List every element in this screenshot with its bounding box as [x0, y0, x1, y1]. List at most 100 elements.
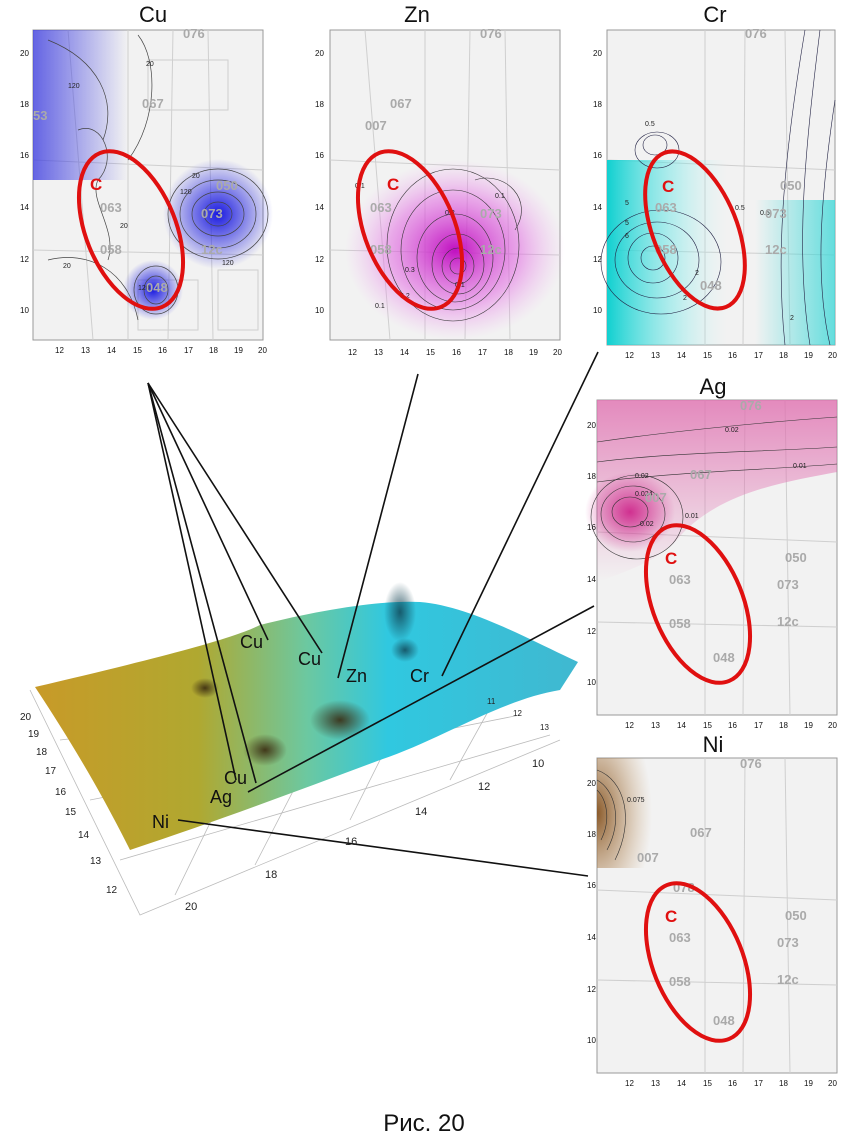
svg-text:16: 16: [728, 351, 737, 360]
svg-text:18: 18: [209, 346, 218, 355]
svg-text:007: 007: [637, 850, 659, 865]
svg-text:048: 048: [713, 650, 735, 665]
svg-text:19: 19: [804, 351, 813, 360]
svg-text:20: 20: [828, 1079, 837, 1088]
svg-text:0.5: 0.5: [760, 210, 770, 217]
zn-contours: [386, 168, 522, 322]
svg-text:12: 12: [625, 351, 634, 360]
svg-text:18: 18: [36, 747, 48, 758]
svg-text:14: 14: [587, 575, 596, 584]
svg-text:20: 20: [828, 721, 837, 730]
svg-text:19: 19: [804, 721, 813, 730]
svg-text:12: 12: [587, 627, 596, 636]
svg-text:10: 10: [532, 758, 544, 770]
svg-text:12: 12: [625, 721, 634, 730]
svg-text:073: 073: [765, 206, 787, 221]
svg-text:14: 14: [677, 721, 686, 730]
svg-text:0.1: 0.1: [375, 303, 385, 310]
svg-text:058: 058: [370, 242, 392, 257]
zn-x-ticks: 12 13 14 15 16 17 18 19 20: [348, 348, 562, 357]
svg-text:12c: 12c: [765, 242, 787, 257]
ni-title: Ni: [702, 732, 724, 757]
svg-text:14: 14: [677, 1079, 686, 1088]
svg-text:12: 12: [625, 1079, 634, 1088]
svg-text:073: 073: [201, 206, 223, 221]
surface-label-zn: Zn: [346, 666, 367, 686]
surface-label-ag: Ag: [210, 787, 232, 807]
svg-text:15: 15: [703, 351, 712, 360]
svg-text:12: 12: [587, 985, 596, 994]
svg-text:120: 120: [138, 285, 150, 292]
svg-text:067: 067: [690, 825, 712, 840]
svg-text:19: 19: [234, 346, 243, 355]
ni-contour-label: 0.075: [627, 797, 645, 804]
svg-text:12: 12: [348, 348, 357, 357]
svg-text:16: 16: [452, 348, 461, 357]
zn-map: 0.1 0.2 0.3 0.2 0.1 0.1 0.1 06305807312c…: [315, 26, 565, 357]
svg-text:063: 063: [100, 200, 122, 215]
svg-text:076: 076: [480, 26, 502, 41]
zn-title: Zn: [404, 2, 430, 27]
svg-text:10: 10: [593, 306, 602, 315]
svg-text:19: 19: [28, 729, 40, 740]
cu-y-ticks: 10 12 14 16 18 20: [20, 49, 29, 315]
surface-labels: Cu Cu Zn Cr Cu Ag Ni: [152, 632, 429, 832]
surface-right-ticks: 13 12 11: [487, 697, 549, 732]
svg-text:12c: 12c: [201, 242, 223, 257]
svg-text:18: 18: [779, 721, 788, 730]
svg-text:20: 20: [828, 351, 837, 360]
svg-text:2: 2: [695, 270, 699, 277]
svg-text:050: 050: [785, 550, 807, 565]
svg-text:20: 20: [146, 61, 154, 68]
surface-label-cr: Cr: [410, 666, 429, 686]
svg-text:0.01: 0.01: [685, 513, 699, 520]
svg-text:12: 12: [478, 781, 490, 793]
svg-text:15: 15: [65, 807, 77, 818]
svg-text:14: 14: [315, 203, 324, 212]
cu-panel: Cu 120 20 120 20 20 120 120: [8, 0, 273, 360]
svg-text:058: 058: [100, 242, 122, 257]
svg-text:12c: 12c: [480, 242, 502, 257]
svg-text:067: 067: [690, 467, 712, 482]
cu-contours: [47, 34, 269, 321]
svg-text:0.02: 0.02: [725, 427, 739, 434]
zn-ellipse: [355, 149, 465, 311]
connector-lines: [147, 351, 599, 877]
svg-text:14: 14: [78, 830, 90, 841]
svg-text:17: 17: [478, 348, 487, 357]
svg-text:063: 063: [655, 200, 677, 215]
svg-text:073: 073: [480, 206, 502, 221]
surface-label-ni: Ni: [152, 812, 169, 832]
svg-text:13: 13: [651, 721, 660, 730]
svg-text:076: 076: [745, 26, 767, 41]
svg-text:17: 17: [754, 1079, 763, 1088]
svg-text:058: 058: [669, 974, 691, 989]
svg-text:15: 15: [133, 346, 142, 355]
svg-text:16: 16: [728, 721, 737, 730]
cr-contour-labels: 0.5 0.5 5 5 6 2 2 0.5 2: [625, 121, 794, 322]
ni-contours: [596, 769, 626, 861]
cu-title: Cu: [138, 2, 168, 27]
svg-text:13: 13: [81, 346, 90, 355]
svg-text:076: 076: [183, 26, 205, 41]
svg-text:16: 16: [587, 881, 596, 890]
zn-ellipse-label: C: [387, 175, 399, 194]
svg-text:16: 16: [728, 1079, 737, 1088]
svg-text:063: 063: [370, 200, 392, 215]
svg-text:18: 18: [504, 348, 513, 357]
svg-text:058: 058: [669, 616, 691, 631]
svg-text:18: 18: [315, 100, 324, 109]
ni-ellipse-label: C: [665, 907, 677, 926]
svg-text:067: 067: [390, 96, 412, 111]
svg-text:12c: 12c: [777, 972, 799, 987]
svg-text:5: 5: [625, 220, 629, 227]
ni-panel: Ni 0.075 063 058 048 073 12c 050 067 007 076 078 …: [585, 730, 845, 1090]
svg-text:050: 050: [780, 178, 802, 193]
svg-text:073: 073: [777, 935, 799, 950]
svg-text:14: 14: [677, 351, 686, 360]
ag-title: Ag: [699, 374, 727, 399]
svg-text:007: 007: [365, 118, 387, 133]
svg-text:12: 12: [315, 255, 324, 264]
svg-text:5: 5: [625, 200, 629, 207]
